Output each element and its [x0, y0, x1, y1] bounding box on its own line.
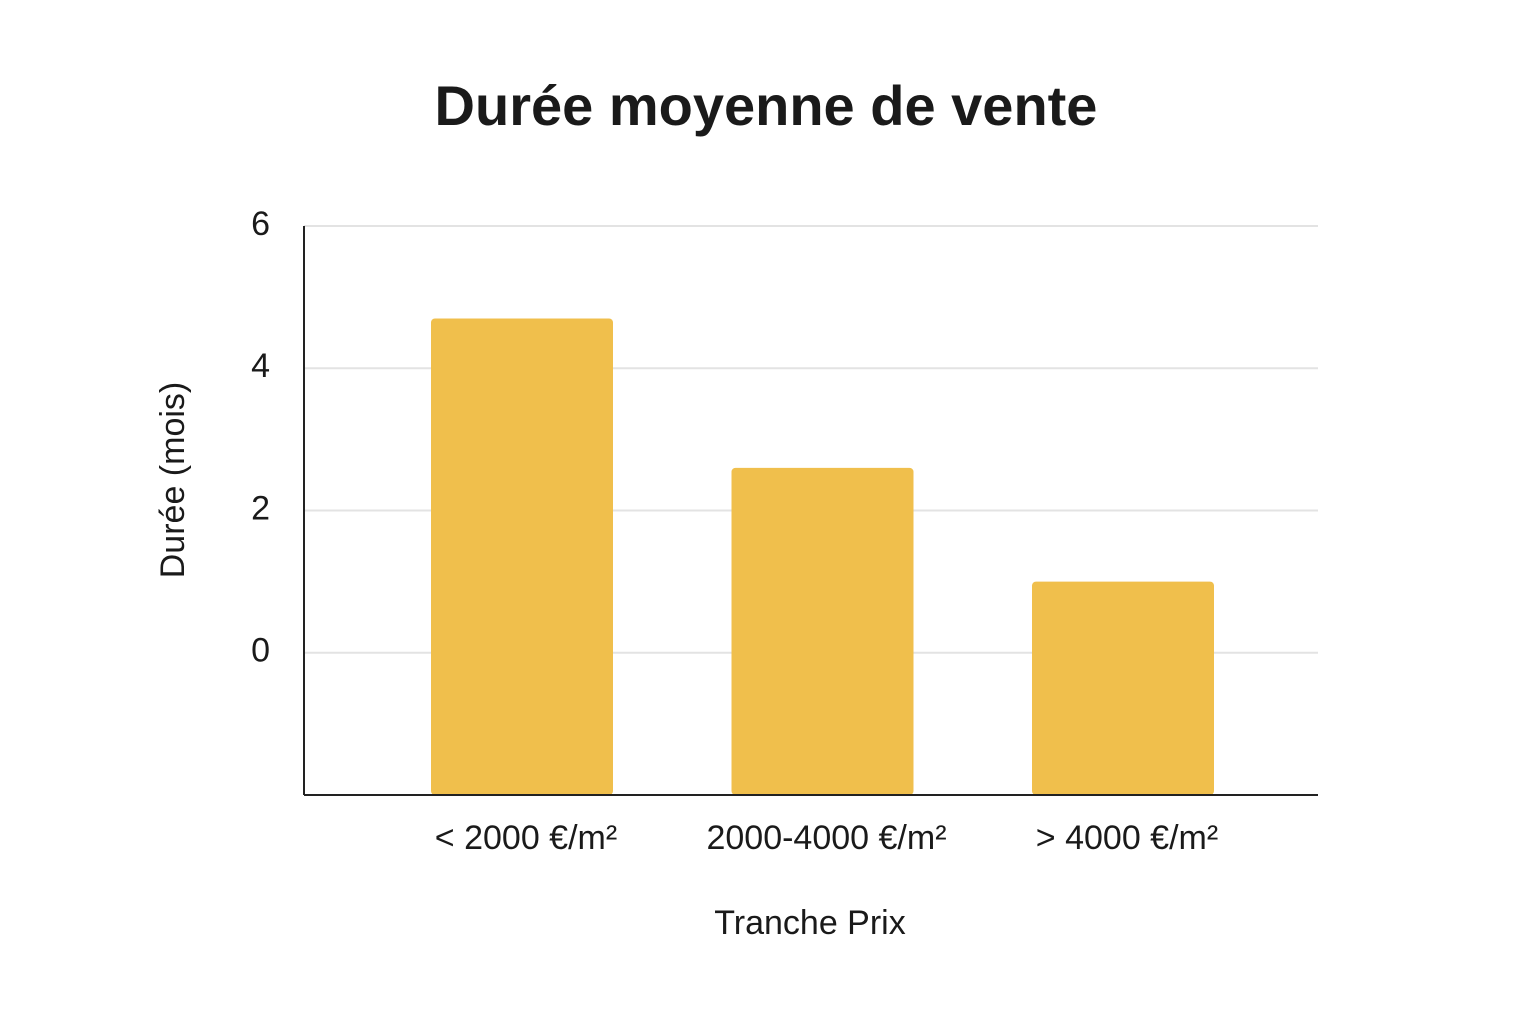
y-tick-label: 6 — [251, 205, 270, 243]
y-tick-label: 0 — [251, 632, 270, 670]
x-axis-label: Tranche Prix — [714, 904, 905, 942]
x-tick-label: > 4000 €/m² — [1036, 819, 1218, 857]
x-tick-label: 2000-4000 €/m² — [706, 819, 946, 857]
x-tick-label: < 2000 €/m² — [435, 819, 617, 857]
y-tick-label: 4 — [251, 347, 270, 385]
bar — [431, 318, 613, 795]
bar — [1032, 581, 1214, 795]
y-axis-label: Durée (mois) — [154, 382, 192, 578]
y-tick-label: 2 — [251, 489, 270, 527]
bar — [731, 467, 914, 795]
chart-title: Durée moyenne de vente — [435, 74, 1098, 137]
